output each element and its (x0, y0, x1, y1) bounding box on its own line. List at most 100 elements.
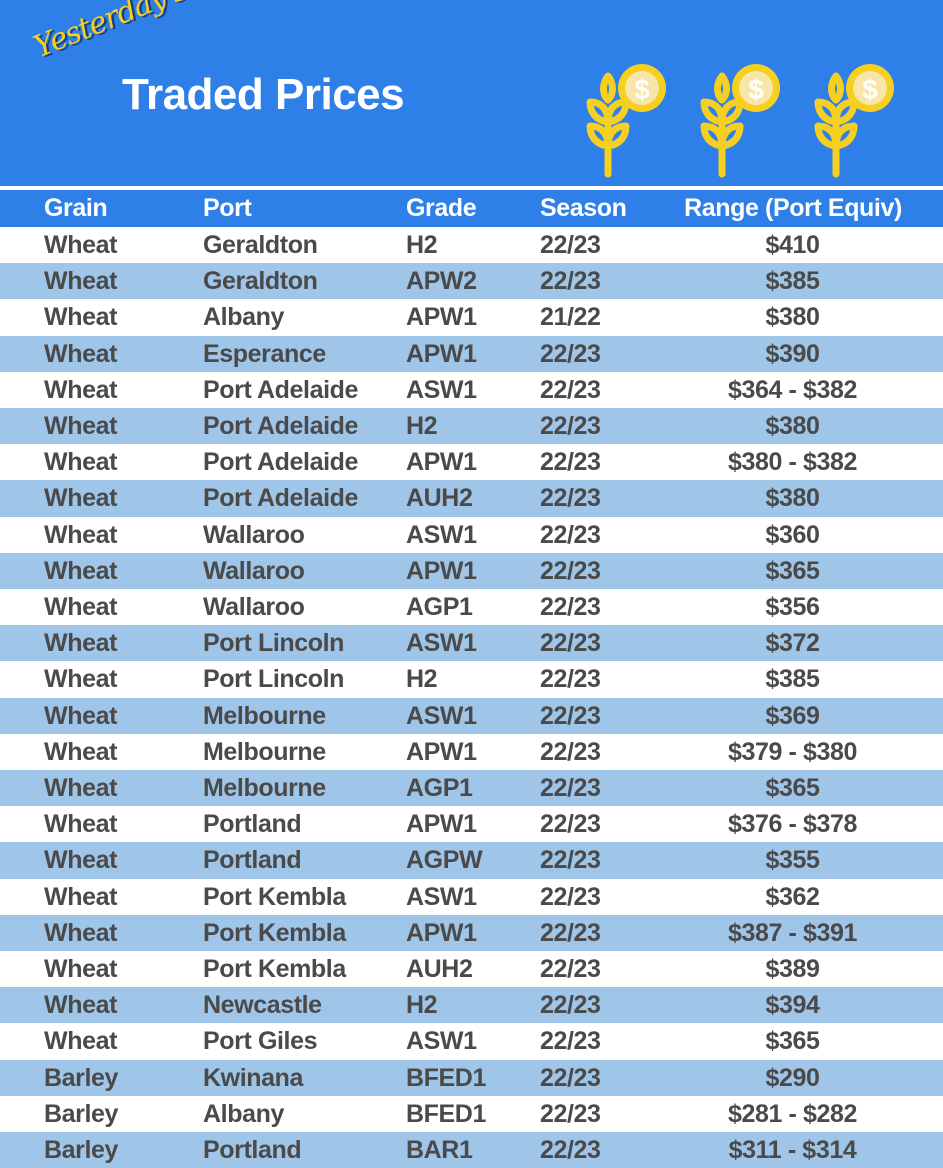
cell-grain: Wheat (44, 375, 118, 404)
cell-season: 22/23 (540, 339, 601, 368)
cell-grade: APW1 (406, 339, 477, 368)
table-row: Barley Kwinana BFED1 22/23 $290 (0, 1059, 943, 1096)
cell-port: Esperance (203, 339, 326, 368)
cell-port: Port Kembla (203, 918, 346, 947)
cell-grain: Wheat (44, 918, 118, 947)
cell-season: 22/23 (540, 412, 601, 440)
cell-grain: Barley (44, 1099, 119, 1128)
cell-season: 22/23 (540, 701, 601, 730)
cell-grain: Wheat (44, 556, 118, 585)
cell-grade: AGPW (406, 846, 483, 875)
cell-range: $387 - $391 (727, 918, 858, 947)
wheat-dollar-coin-icon: $ (694, 60, 786, 178)
table-row: Wheat Wallaroo APW1 22/23 $365 (0, 552, 943, 589)
table-row: Wheat Esperance APW1 22/23 $390 (0, 335, 943, 372)
cell-season: 22/23 (540, 267, 601, 296)
cell-port: Wallaroo (203, 520, 305, 549)
cell-season: 22/23 (540, 484, 601, 513)
script-title: Yesterday's (28, 0, 192, 65)
table-row: Barley Albany BFED1 22/23 $281 - $282 (0, 1096, 943, 1132)
cell-port: Wallaroo (203, 593, 305, 621)
table-row: Wheat Port Kembla AUH2 22/23 $389 (0, 951, 943, 987)
cell-port: Port Kembla (203, 955, 346, 983)
column-header-range: Range (Port Equiv) (684, 194, 902, 222)
cell-port: Geraldton (203, 231, 318, 259)
cell-grain: Wheat (44, 737, 118, 766)
cell-grade: APW1 (406, 810, 477, 839)
cell-grain: Wheat (44, 846, 118, 875)
cell-range: $379 - $380 (727, 737, 858, 766)
cell-grain: Wheat (44, 448, 118, 477)
table-row: Wheat Port Giles ASW1 22/23 $365 (0, 1023, 943, 1059)
cell-season: 22/23 (540, 918, 601, 947)
cell-season: 22/23 (540, 665, 601, 694)
cell-port: Kwinana (203, 1063, 303, 1092)
cell-grain: Wheat (44, 267, 118, 296)
table-row: Wheat Portland APW1 22/23 $376 - $378 (0, 806, 943, 842)
cell-season: 22/23 (540, 448, 601, 477)
table-row: Wheat Port Lincoln H2 22/23 $385 (0, 661, 943, 697)
cell-grain: Wheat (44, 484, 118, 513)
cell-grade: APW1 (406, 556, 477, 585)
table-row: Wheat Port Adelaide H2 22/23 $380 (0, 408, 943, 445)
cell-range: $365 (765, 774, 820, 802)
cell-season: 22/23 (540, 882, 601, 911)
cell-season: 22/23 (540, 593, 601, 621)
cell-port: Wallaroo (203, 556, 305, 585)
cell-grain: Wheat (44, 882, 118, 911)
cell-grain: Wheat (44, 231, 118, 259)
table-row: Wheat Wallaroo ASW1 22/23 $360 (0, 517, 943, 553)
table-header: Grain Port Grade Season Range (Port Equi… (0, 190, 943, 227)
cell-grade: BFED1 (406, 1063, 486, 1092)
cell-range: $410 (765, 231, 820, 259)
table-row: Wheat Port Lincoln ASW1 22/23 $372 (0, 625, 943, 662)
cell-grade: AUH2 (406, 955, 473, 983)
cell-range: $380 - $382 (727, 448, 858, 477)
cell-port: Portland (203, 1136, 302, 1164)
column-header-port: Port (203, 194, 252, 222)
cell-grain: Wheat (44, 955, 118, 983)
cell-grade: APW1 (406, 737, 477, 766)
table-row: Wheat Port Adelaide APW1 22/23 $380 - $382 (0, 444, 943, 480)
table-row: Wheat Geraldton APW2 22/23 $385 (0, 263, 943, 300)
cell-range: $356 (765, 593, 820, 621)
cell-range: $380 (765, 303, 820, 332)
cell-season: 22/23 (540, 846, 601, 875)
cell-range: $290 (765, 1063, 820, 1092)
cell-grain: Wheat (44, 701, 118, 730)
cell-port: Port Lincoln (203, 629, 345, 658)
cell-port: Newcastle (203, 991, 322, 1020)
cell-range: $394 (765, 991, 820, 1020)
column-header-grain: Grain (44, 194, 108, 222)
cell-port: Melbourne (203, 774, 326, 802)
cell-port: Port Lincoln (203, 665, 345, 694)
cell-range: $365 (765, 1027, 820, 1056)
cell-grade: ASW1 (406, 701, 477, 730)
cell-port: Melbourne (203, 737, 326, 766)
svg-text:$: $ (748, 74, 764, 105)
cell-port: Port Adelaide (203, 412, 359, 440)
cell-season: 22/23 (540, 629, 601, 658)
cell-port: Port Adelaide (203, 448, 359, 477)
cell-grade: H2 (406, 231, 438, 259)
cell-season: 22/23 (540, 375, 601, 404)
cell-grade: ASW1 (406, 520, 477, 549)
cell-grade: AGP1 (406, 774, 473, 802)
cell-grade: H2 (406, 412, 438, 440)
cell-port: Port Adelaide (203, 375, 359, 404)
cell-port: Port Adelaide (203, 484, 359, 513)
cell-grade: APW1 (406, 448, 477, 477)
cell-range: $360 (765, 520, 820, 549)
table-row: Wheat Albany APW1 21/22 $380 (0, 299, 943, 335)
cell-port: Portland (203, 810, 302, 839)
cell-season: 22/23 (540, 231, 601, 259)
cell-grain: Wheat (44, 991, 118, 1020)
table-row: Wheat Newcastle H2 22/23 $394 (0, 987, 943, 1024)
cell-grain: Wheat (44, 593, 118, 621)
svg-text:$: $ (862, 74, 878, 105)
cell-range: $380 (765, 412, 820, 440)
cell-grain: Wheat (44, 665, 118, 694)
header-banner: Yesterday's Traded Prices $ $ $ (0, 0, 943, 186)
cell-grade: BFED1 (406, 1099, 486, 1128)
cell-season: 22/23 (540, 774, 601, 802)
